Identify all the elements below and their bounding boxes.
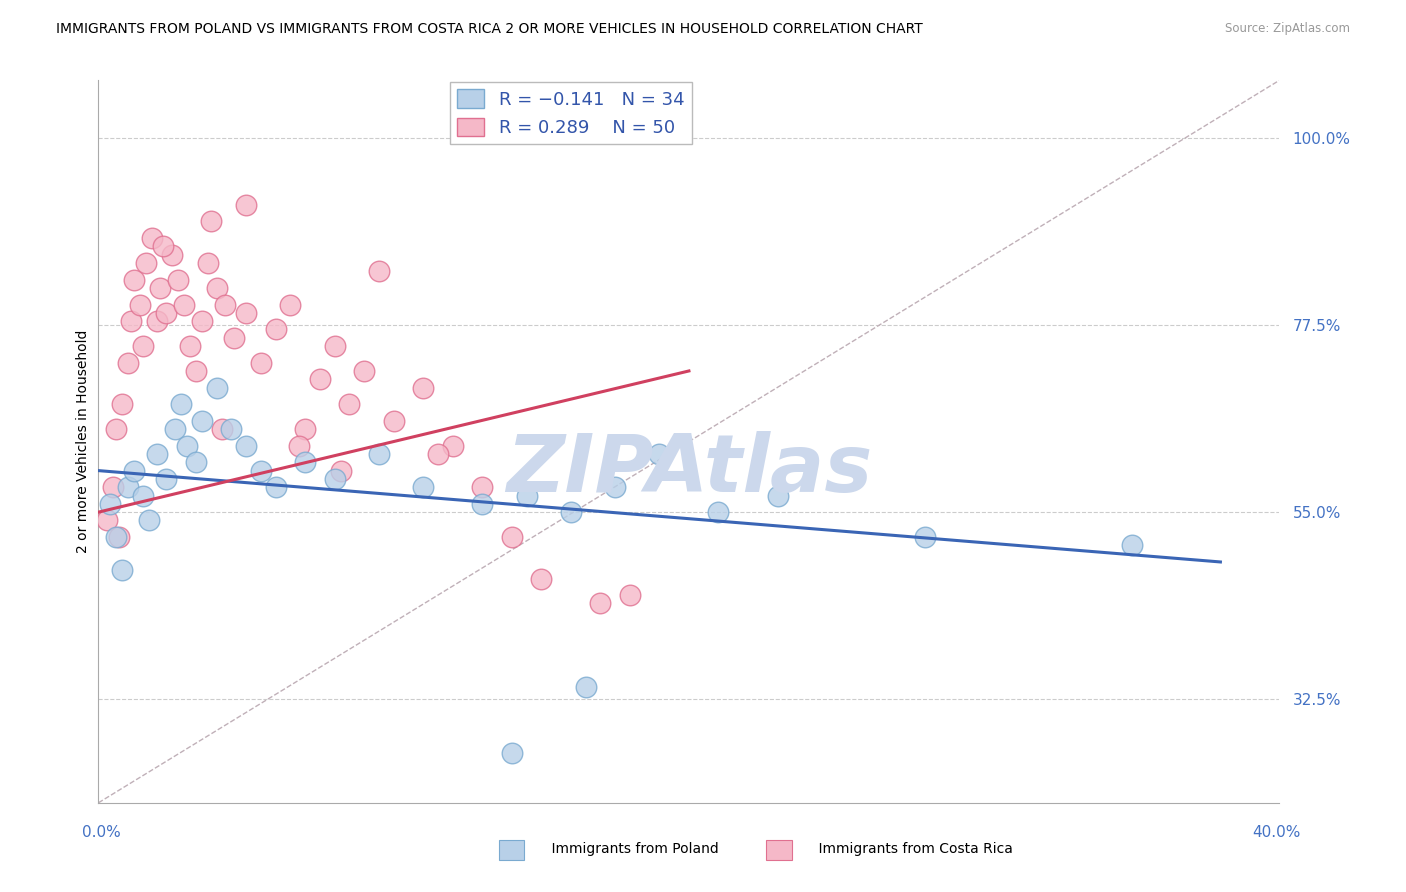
Point bbox=[294, 455, 316, 469]
Point bbox=[197, 256, 219, 270]
Text: IMMIGRANTS FROM POLAND VS IMMIGRANTS FROM COSTA RICA 2 OR MORE VEHICLES IN HOUSE: IMMIGRANTS FROM POLAND VS IMMIGRANTS FRO… bbox=[56, 22, 922, 37]
Point bbox=[117, 356, 139, 370]
Point bbox=[766, 489, 789, 503]
Point bbox=[427, 447, 450, 461]
Point bbox=[103, 480, 125, 494]
Point bbox=[605, 480, 627, 494]
Point bbox=[205, 281, 228, 295]
Point bbox=[707, 505, 730, 519]
Point bbox=[353, 364, 375, 378]
Point bbox=[221, 422, 243, 436]
Point bbox=[132, 489, 155, 503]
Point bbox=[288, 439, 311, 453]
Point bbox=[1121, 538, 1143, 552]
Point bbox=[214, 297, 236, 311]
Y-axis label: 2 or more Vehicles in Household: 2 or more Vehicles in Household bbox=[76, 330, 90, 553]
Text: 0.0%: 0.0% bbox=[82, 825, 121, 840]
Point bbox=[501, 530, 523, 544]
Point bbox=[501, 746, 523, 760]
Point bbox=[250, 464, 273, 478]
Point bbox=[575, 680, 598, 694]
Point bbox=[132, 339, 155, 353]
Point bbox=[530, 572, 553, 586]
Point bbox=[200, 214, 222, 228]
Point bbox=[205, 380, 228, 394]
Point bbox=[471, 497, 494, 511]
Point bbox=[560, 505, 582, 519]
Point bbox=[170, 397, 193, 411]
Point bbox=[648, 447, 671, 461]
Text: Source: ZipAtlas.com: Source: ZipAtlas.com bbox=[1225, 22, 1350, 36]
Point bbox=[323, 339, 346, 353]
Text: Immigrants from Costa Rica: Immigrants from Costa Rica bbox=[801, 842, 1014, 856]
FancyBboxPatch shape bbox=[499, 840, 524, 860]
Point bbox=[105, 530, 128, 544]
Legend: R = −0.141   N = 34, R = 0.289    N = 50: R = −0.141 N = 34, R = 0.289 N = 50 bbox=[450, 82, 692, 145]
Point bbox=[120, 314, 142, 328]
Point bbox=[191, 314, 214, 328]
Point bbox=[179, 339, 201, 353]
Point bbox=[441, 439, 464, 453]
Point bbox=[339, 397, 361, 411]
FancyBboxPatch shape bbox=[766, 840, 792, 860]
Point bbox=[619, 588, 641, 602]
Point bbox=[471, 480, 494, 494]
Point bbox=[149, 281, 172, 295]
Point bbox=[96, 513, 118, 527]
Point bbox=[122, 272, 145, 286]
Point bbox=[294, 422, 316, 436]
Text: ZIPAtlas: ZIPAtlas bbox=[506, 432, 872, 509]
Point bbox=[250, 356, 273, 370]
Point bbox=[368, 447, 391, 461]
Point bbox=[235, 306, 257, 320]
Point bbox=[165, 422, 187, 436]
Point bbox=[152, 239, 174, 253]
Point bbox=[138, 513, 160, 527]
Point bbox=[235, 198, 257, 212]
Point bbox=[191, 414, 214, 428]
Point bbox=[108, 530, 131, 544]
Point bbox=[111, 397, 134, 411]
Point bbox=[914, 530, 936, 544]
Point bbox=[235, 439, 257, 453]
Point bbox=[382, 414, 405, 428]
Point bbox=[224, 331, 246, 345]
Point bbox=[264, 322, 287, 336]
Point bbox=[146, 314, 169, 328]
Point bbox=[117, 480, 139, 494]
Point bbox=[122, 464, 145, 478]
Point bbox=[146, 447, 169, 461]
Point bbox=[162, 248, 183, 262]
Point bbox=[309, 372, 332, 386]
Point bbox=[111, 563, 134, 577]
Point bbox=[329, 464, 352, 478]
Point bbox=[176, 439, 198, 453]
Point bbox=[323, 472, 346, 486]
Point bbox=[98, 497, 121, 511]
Point bbox=[128, 297, 150, 311]
Point bbox=[184, 455, 207, 469]
Text: Immigrants from Poland: Immigrants from Poland bbox=[534, 842, 718, 856]
Point bbox=[184, 364, 207, 378]
Point bbox=[516, 489, 538, 503]
Point bbox=[173, 297, 195, 311]
Point bbox=[105, 422, 128, 436]
Point bbox=[589, 597, 612, 611]
Point bbox=[211, 422, 233, 436]
Point bbox=[155, 306, 177, 320]
Text: 40.0%: 40.0% bbox=[1253, 825, 1301, 840]
Point bbox=[412, 480, 434, 494]
Point bbox=[264, 480, 287, 494]
Point bbox=[135, 256, 157, 270]
Point bbox=[141, 231, 163, 245]
Point bbox=[412, 380, 434, 394]
Point bbox=[368, 264, 391, 278]
Point bbox=[167, 272, 190, 286]
Point bbox=[280, 297, 302, 311]
Point bbox=[155, 472, 177, 486]
